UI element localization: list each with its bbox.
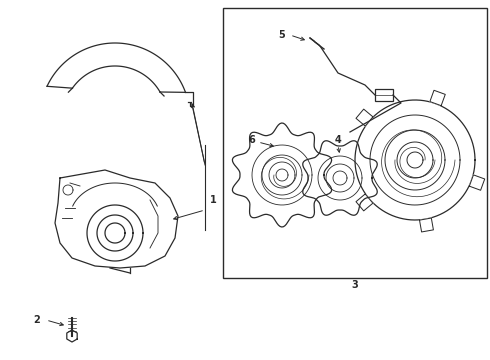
Bar [375, 89, 393, 101]
Text: 1: 1 [210, 195, 217, 205]
Text: 5: 5 [278, 30, 285, 40]
Polygon shape [469, 175, 485, 190]
Text: 2: 2 [33, 315, 40, 325]
Polygon shape [356, 194, 373, 211]
Polygon shape [430, 90, 445, 106]
Polygon shape [419, 218, 434, 232]
Bar [223, 8, 487, 278]
Text: 4: 4 [335, 135, 342, 145]
Text: 3: 3 [352, 280, 358, 290]
Polygon shape [356, 109, 373, 126]
Text: 6: 6 [248, 135, 255, 145]
